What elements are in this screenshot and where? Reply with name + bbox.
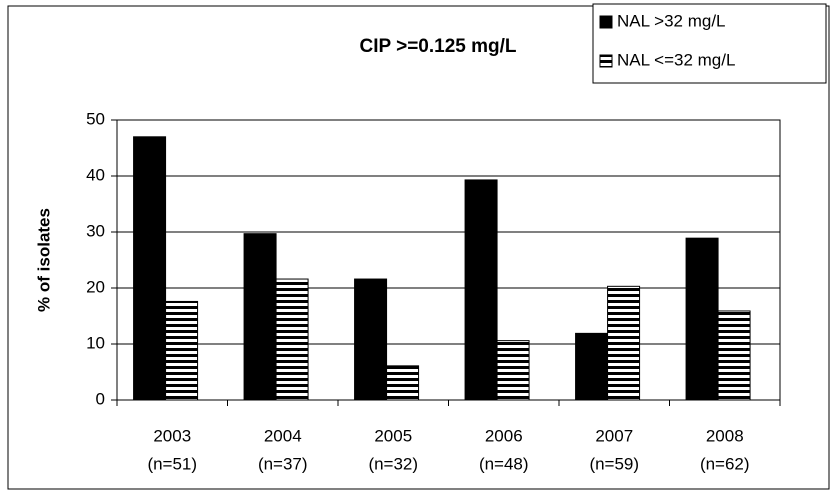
bar [464, 179, 498, 401]
bar [165, 300, 199, 401]
legend-label: NAL >32 mg/L [617, 11, 726, 30]
legend-label: NAL <=32 mg/L [617, 50, 735, 69]
bar [496, 340, 530, 401]
y-tick-label: 10 [86, 333, 105, 352]
chart-title: CIP >=0.125 mg/L [359, 36, 516, 57]
x-tick-label: 2005 [374, 426, 412, 445]
x-tick-label: (n=59) [589, 454, 639, 473]
legend-swatch [599, 15, 613, 29]
bar [607, 285, 641, 401]
bar [717, 310, 751, 401]
y-tick-label: 30 [86, 221, 105, 240]
x-tick-label: 2007 [595, 426, 633, 445]
bar [354, 278, 388, 401]
x-tick-label: 2006 [485, 426, 523, 445]
x-tick-label: 2004 [264, 426, 302, 445]
bar [386, 365, 420, 401]
bar [275, 278, 309, 401]
plot-area [116, 119, 781, 401]
x-tick-label: (n=51) [147, 454, 197, 473]
x-tick-label: (n=32) [368, 454, 418, 473]
y-tick-label: 20 [86, 277, 105, 296]
y-tick-label: 40 [86, 165, 105, 184]
legend-box [592, 3, 827, 84]
y-axis-label: % of isolates [34, 208, 53, 312]
bar [575, 332, 609, 401]
x-tick-label: (n=62) [700, 454, 750, 473]
y-tick-label: 0 [96, 389, 105, 408]
legend-swatch [599, 54, 613, 68]
x-tick-label: (n=48) [479, 454, 529, 473]
x-tick-label: 2008 [706, 426, 744, 445]
y-tick-label: 50 [86, 109, 105, 128]
bar [133, 136, 167, 401]
x-tick-label: 2003 [153, 426, 191, 445]
x-tick-label: (n=37) [258, 454, 308, 473]
bar [243, 233, 277, 401]
bar [685, 237, 719, 401]
